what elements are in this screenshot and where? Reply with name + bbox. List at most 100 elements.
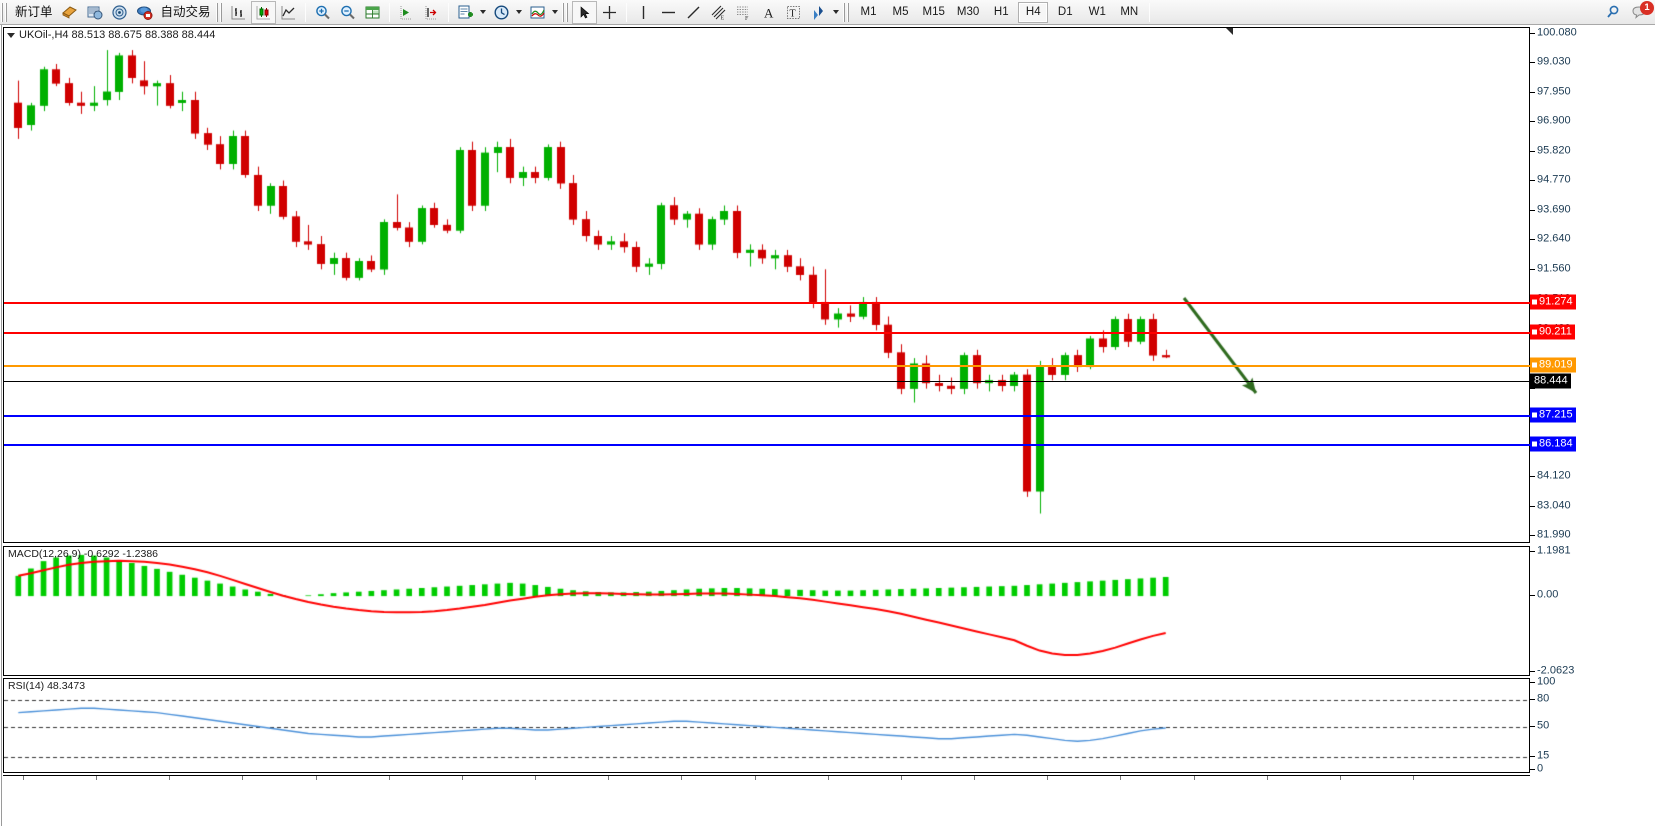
- rsi-axis-tick: [1530, 769, 1535, 770]
- chart-left-scrollbar[interactable]: [0, 25, 3, 826]
- toolbar-grip[interactable]: [1, 2, 8, 22]
- price-axis-label: 94.770: [1537, 173, 1571, 186]
- price-axis-tick: [1530, 180, 1535, 182]
- horizontal-line-icon[interactable]: [656, 1, 681, 24]
- svg-text:E: E: [720, 15, 724, 21]
- time-axis[interactable]: 4 Nov 20227 Nov 01:007 Nov 17:008 Nov 09…: [3, 775, 1530, 826]
- price-axis[interactable]: 100.080 99.030 97.950 96.900 95.820 94.770 93.…: [1530, 27, 1655, 543]
- price-axis-tick: [1530, 505, 1535, 507]
- time-axis-tick: [1413, 776, 1414, 780]
- price-axis-tick: [1530, 418, 1535, 420]
- notifications-icon[interactable]: 1: [1625, 0, 1655, 24]
- arrows-dropdown-icon[interactable]: [831, 1, 842, 24]
- period-clock-icon[interactable]: [489, 1, 514, 24]
- rsi-axis-tick: [1530, 755, 1535, 757]
- time-axis-tick: [974, 776, 976, 780]
- arrows-icon[interactable]: [806, 1, 831, 24]
- rsi-axis-label: 80: [1537, 692, 1550, 705]
- shift-end-icon[interactable]: [419, 1, 444, 24]
- text-label-icon[interactable]: T: [781, 1, 806, 24]
- timeframe-m15[interactable]: M15: [922, 6, 945, 18]
- text-icon[interactable]: A: [756, 1, 781, 24]
- period-dropdown-icon[interactable]: [514, 1, 525, 24]
- timeframe-d1[interactable]: D1: [1057, 6, 1073, 18]
- timeframe-m30[interactable]: M30: [956, 6, 980, 18]
- macd-axis-tick: [1530, 595, 1535, 597]
- bar-chart-icon[interactable]: [226, 1, 251, 24]
- price-panel[interactable]: UKOil-,H4 88.513 88.675 88.388 88.444: [3, 27, 1530, 543]
- price-axis-tick: [1530, 92, 1535, 94]
- toolbar-separator-5: [1149, 2, 1151, 22]
- price-axis-tick: [1530, 33, 1535, 34]
- time-axis-tick: [1339, 776, 1341, 780]
- time-axis-tick: [1047, 776, 1049, 780]
- price-axis-tick: [1530, 298, 1535, 300]
- toolbar-grip-4[interactable]: [842, 2, 850, 22]
- toolbar-separator-2: [388, 2, 390, 22]
- shift-start-icon[interactable]: [394, 1, 419, 24]
- auto-trading-button[interactable]: 自动交易: [160, 4, 211, 19]
- rsi-axis[interactable]: 100 80 50 15 0: [1530, 676, 1655, 775]
- data-window-icon[interactable]: [82, 1, 107, 24]
- chart-menu-caret-icon[interactable]: [7, 32, 15, 38]
- rsi-axis-tick: [1530, 699, 1535, 701]
- rsi-label: RSI(14) 48.3473: [8, 680, 86, 692]
- macd-canvas[interactable]: [4, 547, 1529, 675]
- time-axis-tick: [754, 776, 756, 780]
- templates-icon[interactable]: [525, 1, 550, 24]
- macd-axis-label: -2.0623: [1537, 664, 1575, 677]
- price-axis-label: 83.040: [1537, 499, 1571, 512]
- templates-dropdown-icon[interactable]: [550, 1, 561, 24]
- timeframe-w1[interactable]: W1: [1088, 6, 1106, 18]
- toolbar-separator-4: [625, 2, 627, 22]
- price-axis-label: 91.560: [1537, 262, 1571, 275]
- data-grid-icon[interactable]: [360, 1, 385, 24]
- zoom-in-icon[interactable]: [310, 1, 335, 24]
- search-icon[interactable]: [1600, 1, 1625, 24]
- timeframe-h1[interactable]: H1: [993, 6, 1009, 18]
- time-axis-tick: [169, 776, 171, 780]
- price-axis-tick: [1530, 446, 1535, 448]
- panel-corner-marker: [1226, 28, 1233, 35]
- price-axis-tick: [1530, 535, 1535, 536]
- equidistant-channel-icon[interactable]: E: [706, 1, 731, 24]
- timeframe-m5[interactable]: M5: [892, 6, 909, 18]
- expert-advisor-icon[interactable]: [57, 1, 82, 24]
- add-indicator-dropdown-icon[interactable]: [478, 1, 489, 24]
- rsi-axis-label: 0: [1537, 762, 1544, 775]
- vertical-line-icon[interactable]: [631, 1, 656, 24]
- rsi-canvas[interactable]: [4, 679, 1529, 772]
- timeframe-h4[interactable]: H4: [1018, 1, 1049, 23]
- price-axis-tick: [1530, 475, 1535, 477]
- rsi-axis-tick: [1530, 725, 1535, 727]
- cursor-icon[interactable]: [571, 0, 597, 24]
- timeframe-m1[interactable]: M1: [860, 6, 877, 18]
- timeframe-mn[interactable]: MN: [1120, 6, 1139, 18]
- macd-axis-tick: [1530, 671, 1535, 672]
- toolbar-grip-3[interactable]: [561, 2, 569, 22]
- toolbar-separator-3: [447, 2, 449, 22]
- candlestick-chart-icon[interactable]: [250, 0, 276, 24]
- crosshair-icon[interactable]: [597, 1, 622, 24]
- new-order-button[interactable]: 新订单: [15, 4, 53, 19]
- macd-panel[interactable]: MACD(12,26,9) -0.6292 -1.2386: [3, 546, 1530, 676]
- price-canvas[interactable]: [4, 28, 1529, 542]
- rsi-panel[interactable]: RSI(14) 48.3473: [3, 678, 1530, 773]
- rsi-axis-label: 50: [1537, 719, 1550, 731]
- zoom-out-icon[interactable]: [335, 1, 360, 24]
- price-axis-tick: [1530, 121, 1535, 123]
- svg-text:F: F: [745, 16, 749, 21]
- trendline-icon[interactable]: [681, 1, 706, 24]
- add-indicator-icon[interactable]: [453, 1, 478, 24]
- toolbar-grip-2[interactable]: [215, 2, 223, 22]
- time-axis-tick: [23, 776, 24, 780]
- signals-icon[interactable]: [107, 1, 132, 24]
- auto-trading-icon[interactable]: [132, 1, 157, 24]
- fibonacci-icon[interactable]: F: [731, 1, 756, 24]
- line-chart-icon[interactable]: [276, 1, 301, 24]
- macd-axis[interactable]: 1.1981 0.00 -2.0623: [1530, 545, 1655, 677]
- price-axis-tick: [1530, 269, 1535, 271]
- time-axis-tick: [461, 776, 463, 780]
- price-axis-label: 96.900: [1537, 114, 1571, 127]
